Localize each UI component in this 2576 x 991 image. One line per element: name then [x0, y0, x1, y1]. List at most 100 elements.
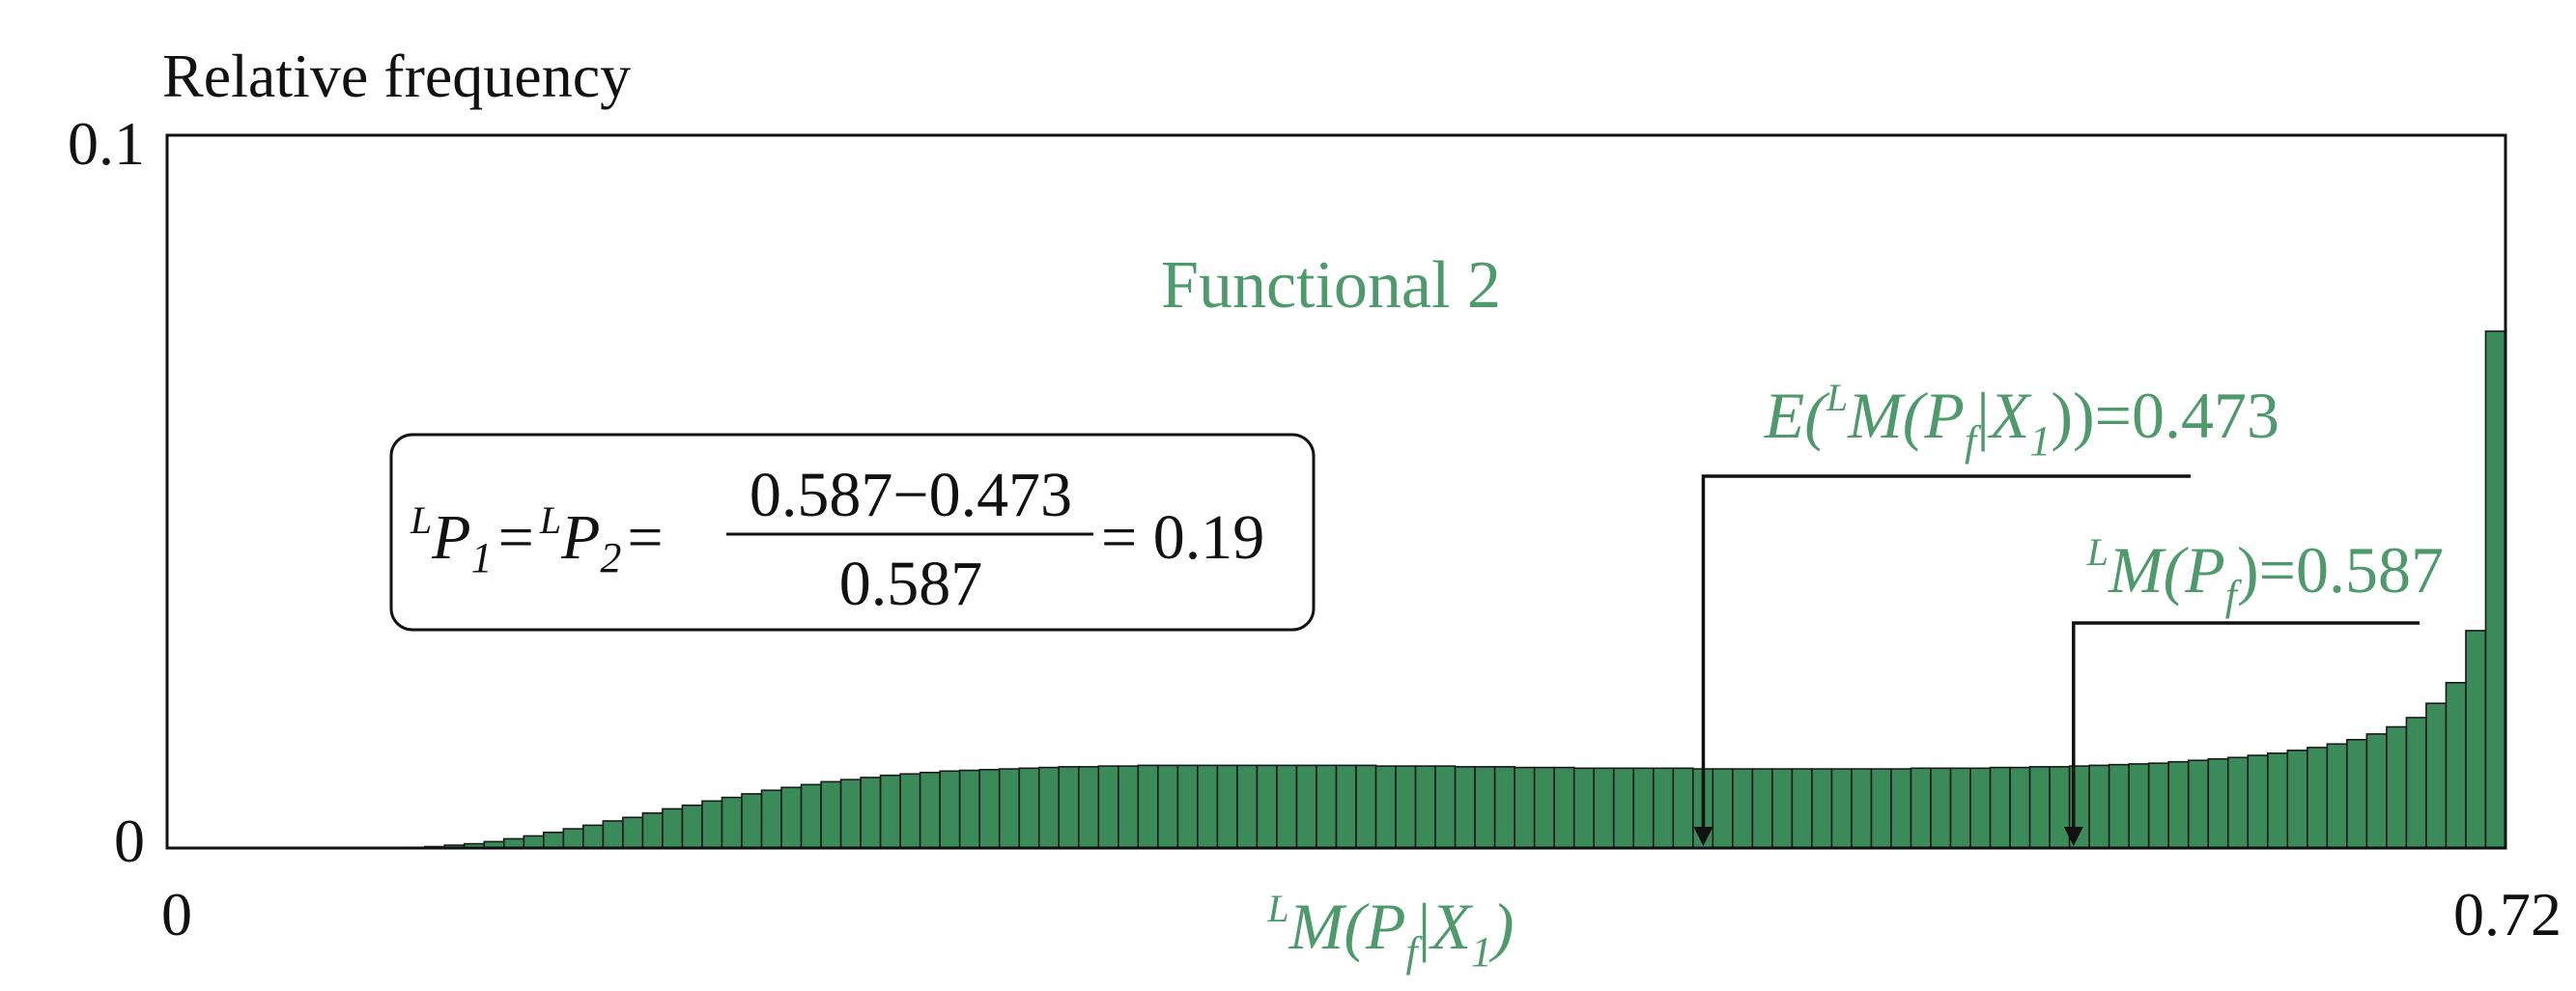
histogram-bar [721, 796, 743, 849]
histogram-bar [899, 773, 921, 849]
histogram-bar [1572, 767, 1596, 849]
histogram-bar [641, 812, 664, 849]
histogram-bar [1949, 767, 1971, 849]
annotation-expected-arrow [1693, 474, 2191, 846]
histogram-bar [1771, 768, 1794, 849]
histogram-bar [1553, 766, 1575, 849]
histogram-bar [1176, 764, 1199, 849]
histogram-bar [1930, 767, 1952, 849]
histogram-bar [562, 828, 584, 849]
histogram-bar [1157, 764, 1179, 849]
x-tick-label-right: 0.72 [2453, 880, 2562, 949]
histogram-bar [1751, 768, 1773, 849]
histogram-bar [1533, 766, 1555, 849]
annotation-expected-label: E(LM(Pf|X1))=0.473 [1764, 376, 2279, 465]
histogram-bar [1216, 764, 1238, 849]
histogram-bar [939, 770, 961, 849]
annotation-mode-arrow [2063, 621, 2420, 846]
formula-denominator: 0.587 [839, 549, 983, 619]
histogram-bar [1077, 766, 1100, 849]
histogram-bar [1335, 764, 1357, 849]
histogram-bar [1276, 764, 1298, 849]
histogram-bar [2226, 756, 2250, 849]
histogram-bar [1097, 765, 1119, 849]
annotation-leader-line [2072, 621, 2420, 838]
formula-box: LP1= LP2= 0.587−0.473 0.587 = 0.19 [389, 433, 1316, 632]
histogram-bar [1989, 766, 2011, 849]
histogram-bar [2484, 330, 2506, 849]
histogram-bar [1830, 768, 1853, 849]
arrowhead-icon [2063, 827, 2083, 846]
histogram-bar [662, 807, 684, 849]
histogram-bar [1037, 766, 1061, 849]
histogram-bar [1493, 766, 1515, 849]
histogram-bar [1474, 766, 1496, 849]
histogram-bar [919, 771, 941, 849]
histogram-bar [2049, 766, 2071, 849]
y-axis-label: Relative frequency [162, 42, 631, 110]
histogram-bar [1890, 768, 1912, 849]
histogram-bar [1652, 767, 1675, 849]
histogram-bar [543, 831, 565, 849]
histogram-bar [741, 793, 763, 849]
histogram-bar [1851, 768, 1873, 849]
histogram-bar [1058, 766, 1080, 849]
histogram-bar [2267, 752, 2289, 849]
histogram-bar [860, 777, 882, 849]
annotation-mode-label: LM(Pf)=0.587 [2086, 530, 2444, 619]
histogram-bar [2207, 757, 2229, 849]
histogram-bar [1295, 764, 1317, 849]
histogram-bar [1870, 768, 1892, 849]
formula-box-border [389, 433, 1316, 632]
arrowhead-icon [1693, 827, 1713, 846]
histogram-bar [1197, 764, 1219, 849]
histogram-bar [879, 774, 901, 849]
histogram-bar [1672, 767, 1694, 849]
histogram-bar [2365, 733, 2388, 849]
histogram-bar [681, 804, 703, 849]
histogram-bar [1811, 768, 1833, 849]
histogram-bar [820, 780, 842, 849]
histogram-bar [2445, 681, 2467, 849]
histogram-bar [1018, 767, 1040, 849]
formula-lhs: LP1= LP2= [410, 498, 664, 581]
histogram-bar [1732, 768, 1754, 849]
histogram-bar [1434, 765, 1457, 849]
histogram-bar [978, 769, 1001, 849]
histogram-bar [1137, 764, 1159, 849]
histogram-bar [1612, 767, 1635, 849]
histogram-bar [622, 816, 644, 849]
chart-title: Functional 2 [1161, 248, 1501, 323]
histogram-bar [839, 779, 862, 849]
histogram-bar [998, 768, 1021, 849]
histogram-bar [2286, 750, 2308, 849]
histogram-bar [760, 789, 782, 849]
histogram-bar [1712, 768, 1734, 849]
histogram-bar [523, 835, 545, 849]
histogram-bar [1374, 765, 1397, 849]
y-tick-label-top: 0.1 [68, 109, 145, 178]
histogram-bar [2128, 763, 2150, 849]
histogram-bar [701, 800, 723, 849]
histogram-bar [1118, 765, 1140, 849]
histogram-bar [2386, 725, 2408, 849]
histogram-bar [1969, 767, 1992, 849]
histogram-bar [1632, 767, 1655, 849]
x-tick-label-left: 0 [161, 880, 192, 949]
histogram-bar [2247, 754, 2269, 849]
formula-numerator: 0.587−0.473 [750, 460, 1072, 530]
formula-result: = 0.19 [1101, 502, 1264, 573]
histogram-bar [958, 769, 980, 849]
histogram-bar [780, 786, 803, 849]
histogram-bar [1256, 764, 1278, 849]
histogram-bar [2167, 760, 2190, 849]
histogram-bar [1355, 764, 1377, 849]
histogram-bar [1414, 765, 1436, 849]
histogram-bar [1514, 766, 1536, 849]
histogram-bar [2307, 747, 2329, 849]
histogram-bar [2028, 766, 2051, 849]
histogram-bar [2465, 630, 2487, 849]
histogram-bar [1236, 764, 1259, 849]
histogram-bar [1791, 768, 1813, 849]
histogram-bar [2088, 764, 2110, 849]
